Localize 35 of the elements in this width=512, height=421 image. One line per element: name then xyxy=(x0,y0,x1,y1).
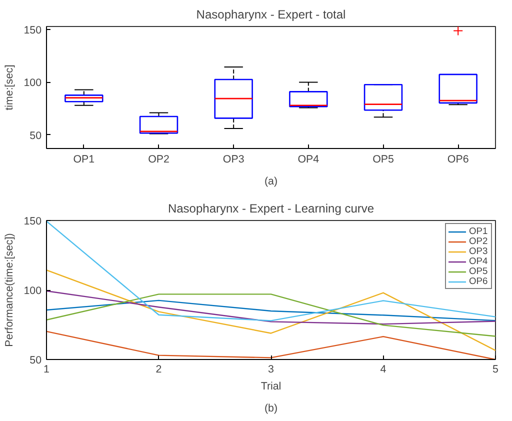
y-axis-title: time:[sec] xyxy=(4,64,16,110)
legend-label: OP4 xyxy=(469,256,489,266)
y-axis-title: Performance(time:[sec]) xyxy=(4,233,16,347)
chart-title: Nasopharynx - Expert - total xyxy=(196,8,346,22)
y-tick-label: 150 xyxy=(24,24,42,37)
legend-label: OP3 xyxy=(469,246,489,256)
x-tick-label: OP4 xyxy=(298,154,320,166)
x-axis-title: Trial xyxy=(260,380,282,392)
x-tick-label: OP5 xyxy=(372,154,394,166)
legend-label: OP6 xyxy=(469,276,489,286)
text: (a) xyxy=(264,176,278,188)
x-tick-label: OP3 xyxy=(222,154,244,166)
line-series xyxy=(46,300,496,322)
y-tick-label: 50 xyxy=(30,354,42,366)
x-tick-label: 3 xyxy=(268,364,274,376)
x-tick-label: 2 xyxy=(156,364,162,376)
y-tick-label: 100 xyxy=(24,285,42,297)
line-series xyxy=(46,220,496,322)
x-tick-label: 5 xyxy=(492,364,499,376)
text: (b) xyxy=(264,402,278,414)
legend-label: OP5 xyxy=(469,266,489,276)
x-tick-label: OP2 xyxy=(148,154,170,166)
x-tick-label: 1 xyxy=(44,364,50,376)
x-tick-label: OP6 xyxy=(447,154,469,166)
line-series xyxy=(46,294,496,337)
x-tick-label: OP1 xyxy=(73,154,95,166)
legend-label: OP1 xyxy=(469,226,489,236)
y-tick-label: 150 xyxy=(24,216,42,228)
y-tick-label: 50 xyxy=(30,130,42,142)
chart-title: Nasopharynx - Expert - Learning curve xyxy=(168,202,374,216)
line-series xyxy=(46,270,496,352)
line-series xyxy=(46,290,496,325)
y-tick-label: 100 xyxy=(24,77,42,90)
legend-label: OP2 xyxy=(469,236,489,246)
x-tick-label: 4 xyxy=(380,364,386,376)
